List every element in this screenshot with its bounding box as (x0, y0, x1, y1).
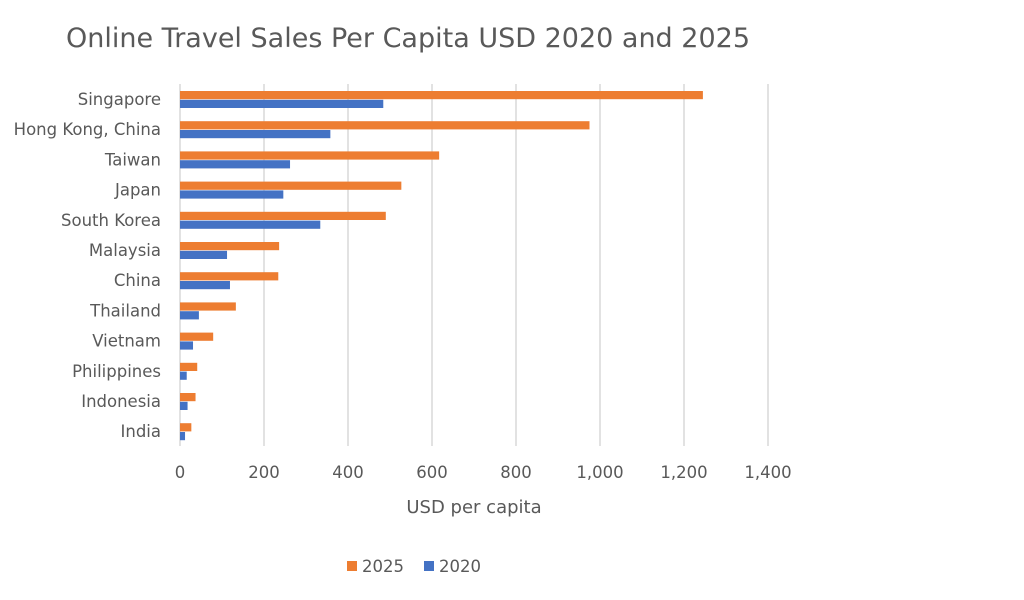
bar-2025 (180, 211, 386, 220)
category-labels: Singapore Hong Kong, China Taiwan Japan Sout… (14, 90, 161, 441)
category-label: Philippines (72, 362, 161, 381)
bar-2020 (180, 250, 228, 259)
bar-2025 (180, 423, 192, 432)
category-label: Taiwan (104, 150, 161, 169)
bar-2020 (180, 130, 331, 139)
bar-2020 (180, 281, 230, 290)
x-tick-labels: 0 200 400 600 800 1,000 1,200 1,400 (175, 463, 792, 482)
legend-label: 2025 (362, 557, 404, 576)
bar-2025 (180, 362, 198, 371)
bar-2025 (180, 272, 279, 281)
x-tick-label: 200 (248, 463, 280, 482)
bar-2025 (180, 242, 280, 251)
x-tick-label: 1,400 (744, 463, 791, 482)
category-label: Thailand (89, 301, 161, 320)
bar-2025 (180, 302, 236, 311)
category-label: Vietnam (92, 332, 161, 351)
legend: 2025 2020 (347, 557, 481, 576)
bar-2020 (180, 160, 291, 169)
bar-2020 (180, 99, 384, 108)
bar-2020 (180, 401, 188, 410)
category-label: Hong Kong, China (14, 120, 161, 139)
bar-2020 (180, 371, 187, 380)
bar-2020 (180, 432, 186, 441)
x-tick-label: 600 (416, 463, 448, 482)
category-label: South Korea (61, 211, 161, 230)
bar-2020 (180, 311, 199, 320)
bars (180, 91, 703, 441)
category-label: Japan (114, 181, 161, 200)
x-tick-label: 0 (175, 463, 186, 482)
bar-2025 (180, 121, 590, 130)
category-label: Singapore (78, 90, 161, 109)
legend-label: 2020 (439, 557, 481, 576)
x-tick-label: 1,000 (576, 463, 623, 482)
category-label: Malaysia (89, 241, 161, 260)
bar-2020 (180, 341, 194, 350)
category-label: China (114, 271, 161, 290)
bar-2025 (180, 181, 402, 190)
legend-swatch (347, 561, 357, 571)
bar-2020 (180, 190, 284, 199)
bar-2025 (180, 91, 703, 100)
x-tick-label: 800 (500, 463, 532, 482)
chart-title: Online Travel Sales Per Capita USD 2020 … (66, 23, 750, 54)
x-axis-title: USD per capita (406, 497, 541, 518)
x-tick-label: 1,200 (660, 463, 707, 482)
bar-2025 (180, 151, 440, 160)
x-tick-label: 400 (332, 463, 364, 482)
legend-swatch (424, 561, 434, 571)
bar-2020 (180, 220, 321, 229)
category-label: India (121, 422, 162, 441)
category-label: Indonesia (81, 392, 161, 411)
bar-2025 (180, 332, 214, 341)
gridlines (179, 84, 769, 446)
bar-2025 (180, 393, 196, 402)
